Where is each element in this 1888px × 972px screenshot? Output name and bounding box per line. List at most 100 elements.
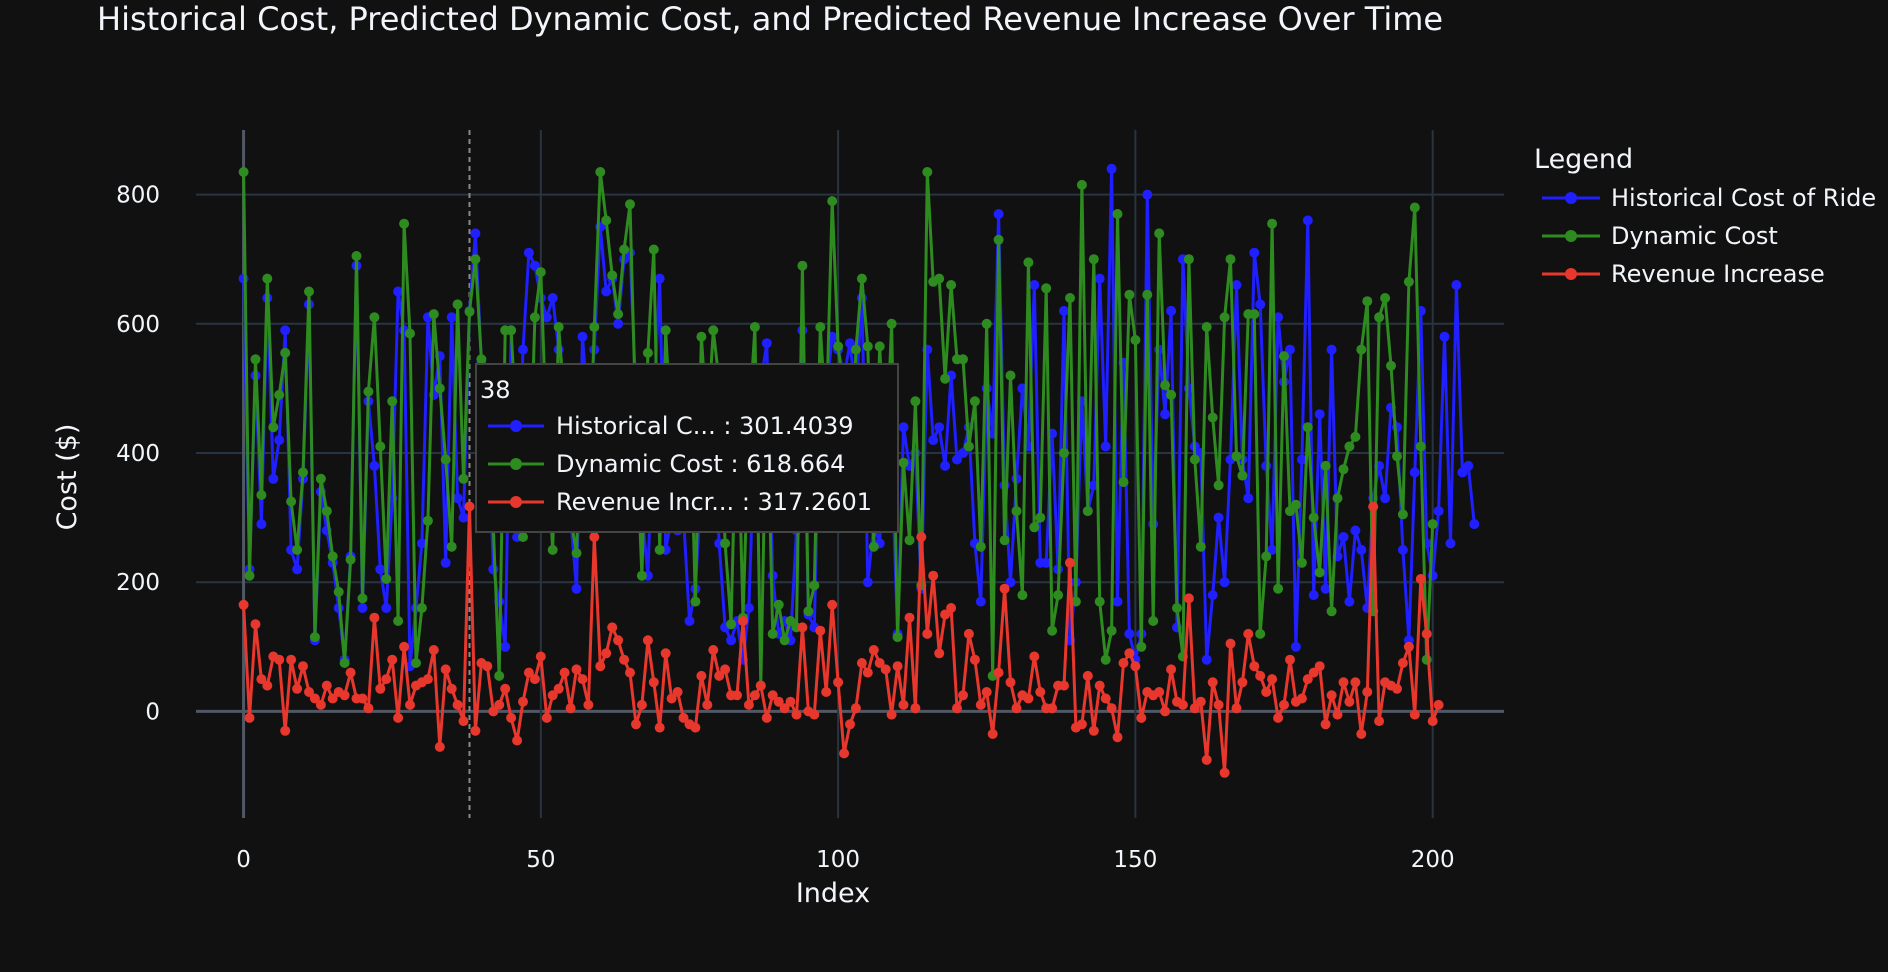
data-point xyxy=(1047,625,1058,636)
legend-item: Revenue Increase xyxy=(1542,260,1825,288)
data-point xyxy=(333,586,344,597)
data-point xyxy=(500,641,511,652)
data-point xyxy=(411,658,421,668)
data-point xyxy=(357,693,368,704)
data-point xyxy=(1374,312,1385,323)
data-point xyxy=(785,616,796,626)
data-point xyxy=(1344,596,1355,607)
data-point xyxy=(1160,380,1171,391)
data-point xyxy=(732,690,742,701)
data-point xyxy=(523,247,534,258)
data-point xyxy=(1445,538,1456,549)
data-point xyxy=(280,725,291,736)
data-point xyxy=(488,564,499,575)
data-point xyxy=(1124,289,1135,300)
data-point xyxy=(238,167,249,177)
data-point xyxy=(720,664,731,675)
data-point xyxy=(660,325,671,336)
data-point xyxy=(506,712,517,723)
tooltip-marker xyxy=(510,496,522,508)
data-point xyxy=(850,703,861,714)
data-point xyxy=(1142,289,1153,300)
data-point xyxy=(280,325,291,336)
data-point xyxy=(523,667,534,678)
data-point xyxy=(1183,593,1194,604)
data-point xyxy=(1035,687,1046,697)
data-point xyxy=(529,312,540,323)
tooltip-row: Historical C... : 301.4039 xyxy=(488,412,854,440)
data-point xyxy=(488,706,499,717)
data-point xyxy=(999,583,1010,594)
data-point xyxy=(268,422,279,433)
data-point xyxy=(642,347,653,358)
data-point xyxy=(327,693,338,704)
data-point xyxy=(1469,519,1480,530)
x-tick-label: 200 xyxy=(1411,847,1455,873)
data-point xyxy=(1100,654,1111,665)
x-tick-label: 0 xyxy=(236,847,251,873)
data-point xyxy=(416,603,427,613)
data-point xyxy=(1106,703,1117,714)
data-point xyxy=(975,699,986,710)
data-point xyxy=(1356,544,1367,555)
data-point xyxy=(589,322,600,332)
data-point xyxy=(1106,163,1117,174)
data-point xyxy=(743,699,754,710)
data-point xyxy=(1314,661,1325,672)
data-point xyxy=(1112,596,1123,607)
data-point xyxy=(309,693,320,704)
data-point xyxy=(369,312,380,323)
data-point xyxy=(779,635,790,646)
data-point xyxy=(357,593,368,604)
data-point xyxy=(381,574,392,584)
data-point xyxy=(1189,703,1200,714)
data-point xyxy=(1005,370,1016,381)
data-point xyxy=(1326,690,1337,701)
data-point xyxy=(952,454,962,465)
data-point xyxy=(1195,696,1206,707)
data-point xyxy=(1409,709,1420,720)
data-point xyxy=(464,501,475,512)
data-point xyxy=(1112,732,1123,743)
data-point xyxy=(868,645,879,655)
data-point xyxy=(1082,506,1093,517)
data-point xyxy=(1207,677,1218,688)
data-point xyxy=(387,654,398,665)
data-point xyxy=(571,583,582,594)
data-point xyxy=(280,347,291,358)
data-point xyxy=(833,341,844,352)
data-point xyxy=(1070,596,1081,607)
data-point xyxy=(898,457,909,468)
data-point xyxy=(1023,693,1034,704)
data-point xyxy=(1326,344,1337,355)
data-point xyxy=(405,699,415,710)
data-point xyxy=(547,690,558,701)
data-point xyxy=(1243,628,1254,639)
data-point xyxy=(886,318,897,329)
data-point xyxy=(601,286,612,297)
data-point xyxy=(1065,293,1075,303)
data-point xyxy=(1154,687,1165,697)
data-point xyxy=(1350,525,1361,536)
data-point xyxy=(1029,522,1040,533)
hover-tooltip: 38 Historical C... : 301.4039 Dynamic Cost… xyxy=(475,363,899,533)
data-point xyxy=(595,167,606,177)
data-point xyxy=(922,628,933,639)
data-point xyxy=(928,570,939,581)
data-point xyxy=(399,641,410,652)
data-point xyxy=(654,722,665,733)
data-point xyxy=(1136,641,1147,652)
data-point xyxy=(892,632,903,643)
data-point xyxy=(1314,409,1325,420)
data-point xyxy=(1118,477,1129,488)
data-point xyxy=(1231,451,1242,462)
data-point xyxy=(1326,606,1337,617)
data-point xyxy=(1433,506,1444,517)
data-point xyxy=(274,389,285,400)
data-point xyxy=(619,244,630,255)
data-point xyxy=(422,674,433,685)
data-point xyxy=(345,667,356,678)
data-point xyxy=(654,273,665,284)
data-point xyxy=(1296,693,1307,704)
